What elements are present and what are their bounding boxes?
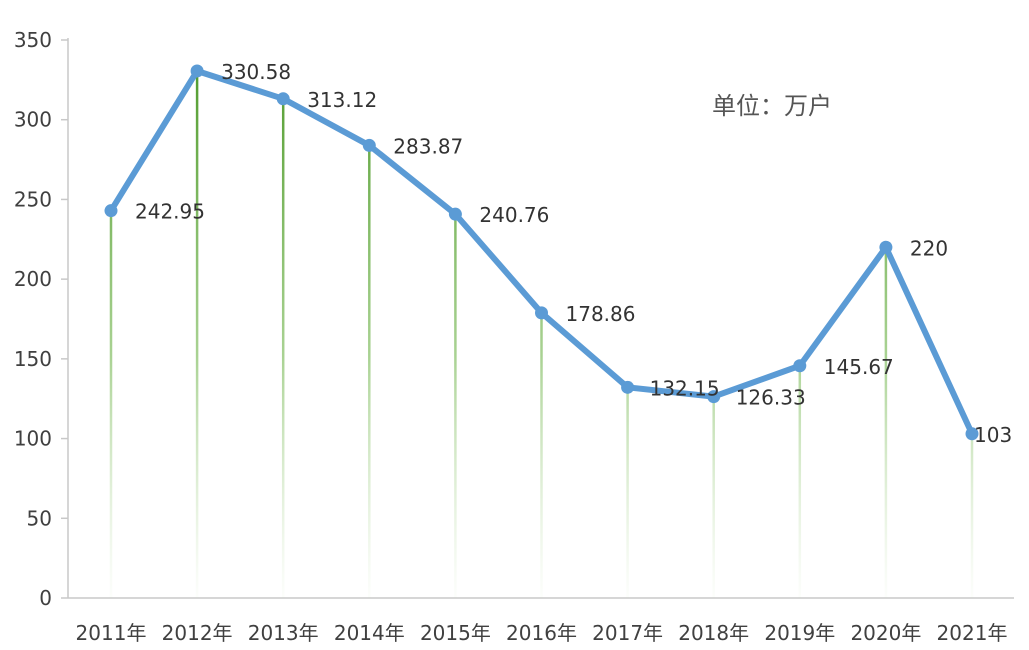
x-tick-label: 2014年	[334, 621, 405, 645]
x-tick-label: 2011年	[76, 621, 147, 645]
x-axis: 2011年 2012年 2013年 2014年 2015年 2016年 2017年 2018年…	[68, 597, 1014, 645]
data-point	[104, 204, 118, 218]
data-label: 126.33	[736, 386, 806, 410]
data-point	[793, 359, 807, 373]
data-label: 330.58	[221, 60, 291, 84]
x-tick-label: 2016年	[506, 621, 577, 645]
data-label: 220	[910, 236, 948, 260]
unit-annotation: 单位：万户	[712, 92, 832, 120]
data-point	[190, 64, 204, 78]
data-label: 103	[974, 423, 1012, 447]
y-tick-label: 350	[14, 28, 52, 52]
y-tick-label: 200	[14, 267, 52, 291]
data-point	[362, 138, 376, 152]
x-tick-label: 2012年	[162, 621, 233, 645]
data-point	[621, 380, 635, 394]
data-label: 242.95	[135, 200, 205, 224]
y-axis: 0 50 100 150 200 250 300 350	[14, 28, 69, 610]
y-tick-label: 50	[27, 506, 52, 530]
y-tick-label: 250	[14, 187, 52, 211]
data-point	[879, 240, 893, 254]
data-label: 313.12	[307, 88, 377, 112]
x-tick-label: 2019年	[764, 621, 835, 645]
drop-lines	[109, 70, 974, 598]
x-tick-label: 2021年	[937, 621, 1008, 645]
y-tick-label: 300	[14, 108, 52, 132]
data-point	[448, 207, 462, 221]
data-label: 283.87	[393, 134, 463, 158]
data-point	[535, 306, 548, 320]
data-point	[276, 92, 290, 106]
data-label: 240.76	[479, 203, 549, 227]
x-tick-label: 2020年	[850, 621, 921, 645]
data-label: 145.67	[824, 355, 894, 379]
x-tick-label: 2013年	[248, 621, 319, 645]
y-tick-label: 150	[14, 347, 52, 371]
y-tick-label: 100	[14, 427, 52, 451]
data-label: 132.15	[650, 376, 720, 400]
x-tick-label: 2017年	[592, 621, 663, 645]
x-tick-label: 2015年	[420, 621, 491, 645]
data-labels: 242.95 330.58 313.12 283.87 240.76 178.86 132.…	[135, 60, 1012, 447]
data-point	[965, 427, 979, 441]
x-tick-label: 2018年	[678, 621, 749, 645]
data-label: 178.86	[566, 302, 636, 326]
y-tick-label: 0	[39, 586, 52, 610]
data-series	[104, 64, 979, 441]
data-point	[707, 390, 721, 404]
